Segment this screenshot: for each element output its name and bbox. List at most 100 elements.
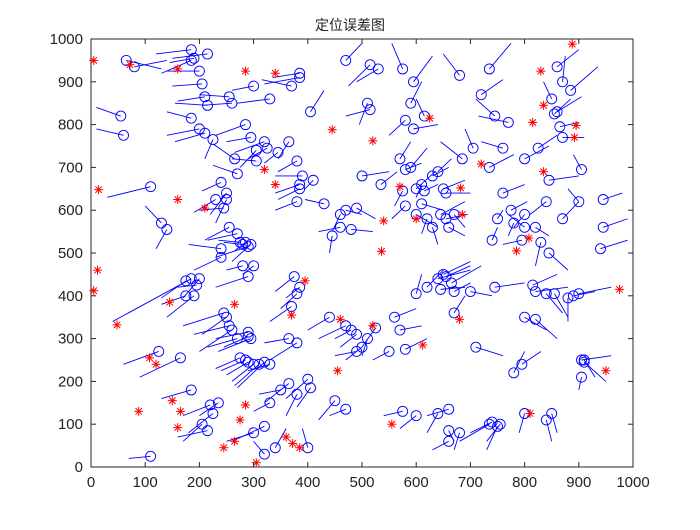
- estimated-position-marker: [464, 286, 476, 297]
- error-line: [453, 295, 466, 314]
- error-line: [269, 306, 292, 322]
- estimated-position-marker: [180, 290, 192, 302]
- y-tick-label: 700: [58, 159, 83, 176]
- error-line: [459, 423, 490, 442]
- error-line: [415, 171, 436, 190]
- anchor-node-marker: [134, 406, 144, 416]
- error-line: [521, 351, 542, 365]
- anchor-node-marker: [418, 340, 428, 350]
- estimated-position-marker: [345, 324, 357, 336]
- estimated-position-marker: [576, 354, 587, 366]
- error-line: [372, 351, 390, 361]
- error-line: [318, 400, 336, 421]
- error-line: [578, 377, 582, 391]
- error-line: [285, 394, 298, 416]
- error-line: [334, 329, 352, 339]
- error-line: [545, 293, 563, 314]
- estimated-position-marker: [529, 221, 541, 233]
- estimated-position-marker: [546, 408, 558, 419]
- estimated-position-marker: [399, 164, 411, 175]
- anchor-node-marker: [368, 136, 378, 146]
- estimated-position-marker: [215, 176, 227, 188]
- estimated-position-marker: [551, 106, 563, 118]
- error-line: [432, 227, 439, 245]
- error-line: [275, 276, 295, 292]
- anchor-node-marker: [539, 100, 549, 110]
- estimated-position-marker: [223, 221, 235, 233]
- error-line: [445, 214, 468, 220]
- error-line: [345, 346, 363, 361]
- anchor-node-marker: [240, 66, 250, 76]
- estimated-positions-group: [115, 44, 609, 462]
- error-line: [491, 227, 498, 241]
- error-line: [486, 423, 501, 442]
- estimated-position-marker: [427, 221, 438, 233]
- estimated-position-marker: [435, 209, 447, 220]
- estimated-position-marker: [540, 288, 552, 300]
- estimated-position-marker: [275, 384, 287, 396]
- estimated-position-marker: [242, 326, 254, 338]
- error-line: [570, 66, 599, 91]
- estimated-position-marker: [597, 194, 609, 205]
- error-line: [532, 273, 558, 286]
- estimated-position-marker: [188, 52, 200, 64]
- error-line: [212, 164, 238, 175]
- error-line: [502, 239, 522, 245]
- estimated-position-marker: [283, 136, 295, 148]
- estimated-position-marker: [489, 281, 501, 293]
- estimated-position-marker: [221, 311, 232, 323]
- error-line: [218, 239, 241, 243]
- anchor-node-marker: [335, 314, 345, 324]
- error-line: [545, 419, 553, 442]
- estimated-position-marker: [351, 328, 363, 340]
- error-line: [223, 336, 249, 348]
- error-line: [451, 265, 482, 284]
- estimated-position-marker: [242, 356, 254, 368]
- error-line: [182, 278, 200, 299]
- error-line: [253, 441, 265, 455]
- estimated-position-marker: [492, 420, 503, 432]
- anchor-node-marker: [270, 68, 280, 78]
- anchor-node-marker: [539, 167, 549, 177]
- anchor-node-marker: [94, 185, 104, 195]
- estimated-position-marker: [258, 448, 270, 460]
- anchor-node-marker: [175, 406, 185, 416]
- estimated-position-marker: [118, 129, 129, 141]
- estimated-position-marker: [532, 142, 544, 154]
- anchor-node-marker: [614, 284, 624, 294]
- estimated-position-marker: [115, 110, 127, 122]
- error-line: [399, 325, 422, 331]
- estimated-position-marker: [207, 408, 219, 419]
- error-line: [470, 421, 493, 434]
- estimated-position-marker: [448, 307, 460, 319]
- error-line: [394, 190, 404, 207]
- x-tick-label: 1000: [616, 474, 649, 491]
- error-line: [508, 214, 525, 228]
- anchor-node-marker: [425, 113, 435, 123]
- y-tick-label: 1000: [50, 31, 83, 48]
- error-line: [275, 201, 298, 211]
- estimated-position-marker: [548, 108, 560, 120]
- error-line: [567, 188, 580, 202]
- estimated-position-marker: [294, 183, 306, 195]
- estimated-position-marker: [202, 425, 213, 437]
- estimated-position-marker: [340, 54, 352, 66]
- estimated-position-marker: [597, 221, 609, 233]
- estimated-position-marker: [221, 194, 232, 205]
- estimated-position-marker: [340, 204, 352, 216]
- error-line: [201, 181, 222, 192]
- estimated-position-marker: [375, 179, 387, 190]
- estimated-position-marker: [483, 418, 495, 430]
- estimated-position-marker: [326, 230, 338, 242]
- error-line: [437, 269, 471, 280]
- anchor-node-marker: [379, 216, 389, 226]
- estimated-position-marker: [248, 358, 260, 370]
- anchor-node-marker: [89, 55, 99, 65]
- estimated-position-marker: [215, 243, 227, 255]
- anchor-node-marker: [281, 432, 291, 442]
- error-line: [223, 241, 243, 245]
- estimated-position-marker: [483, 161, 495, 173]
- anchor-node-marker: [567, 39, 577, 49]
- estimated-position-marker: [188, 290, 200, 302]
- estimated-position-marker: [356, 170, 368, 182]
